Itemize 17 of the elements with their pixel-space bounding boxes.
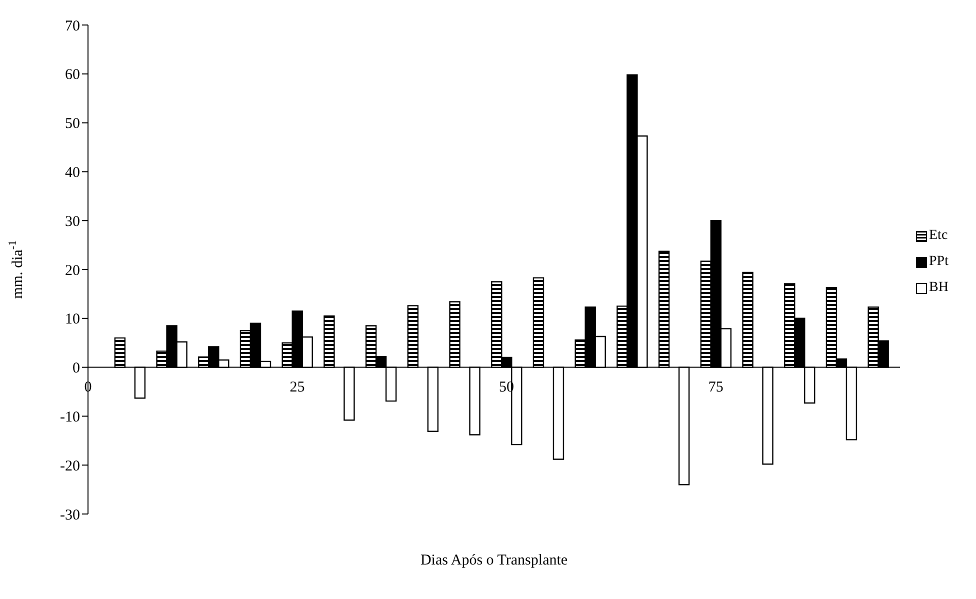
- y-tick-label: 10: [65, 312, 80, 328]
- y-tick-label: 60: [65, 67, 80, 84]
- y-tick-label: 0: [72, 360, 80, 377]
- legend-label: BH: [929, 280, 948, 296]
- y-tick-label: -30: [60, 507, 80, 524]
- text: Etc: [929, 228, 948, 244]
- y-tick-label: -10: [60, 410, 80, 426]
- y-tick-label: 20: [65, 262, 80, 279]
- y-tick-label: 30: [65, 214, 80, 230]
- y-tick-label: 40: [65, 165, 80, 182]
- y-tick-label: -20: [60, 458, 80, 474]
- x-tick-label: 75: [708, 379, 724, 396]
- x-axis-title: Dias Após o Transplante: [420, 552, 568, 569]
- x-tick-label: 25: [290, 379, 305, 396]
- legend-label: PPt: [929, 254, 948, 270]
- y-tick-label: 70: [65, 18, 80, 34]
- y-tick-label: 50: [65, 116, 80, 132]
